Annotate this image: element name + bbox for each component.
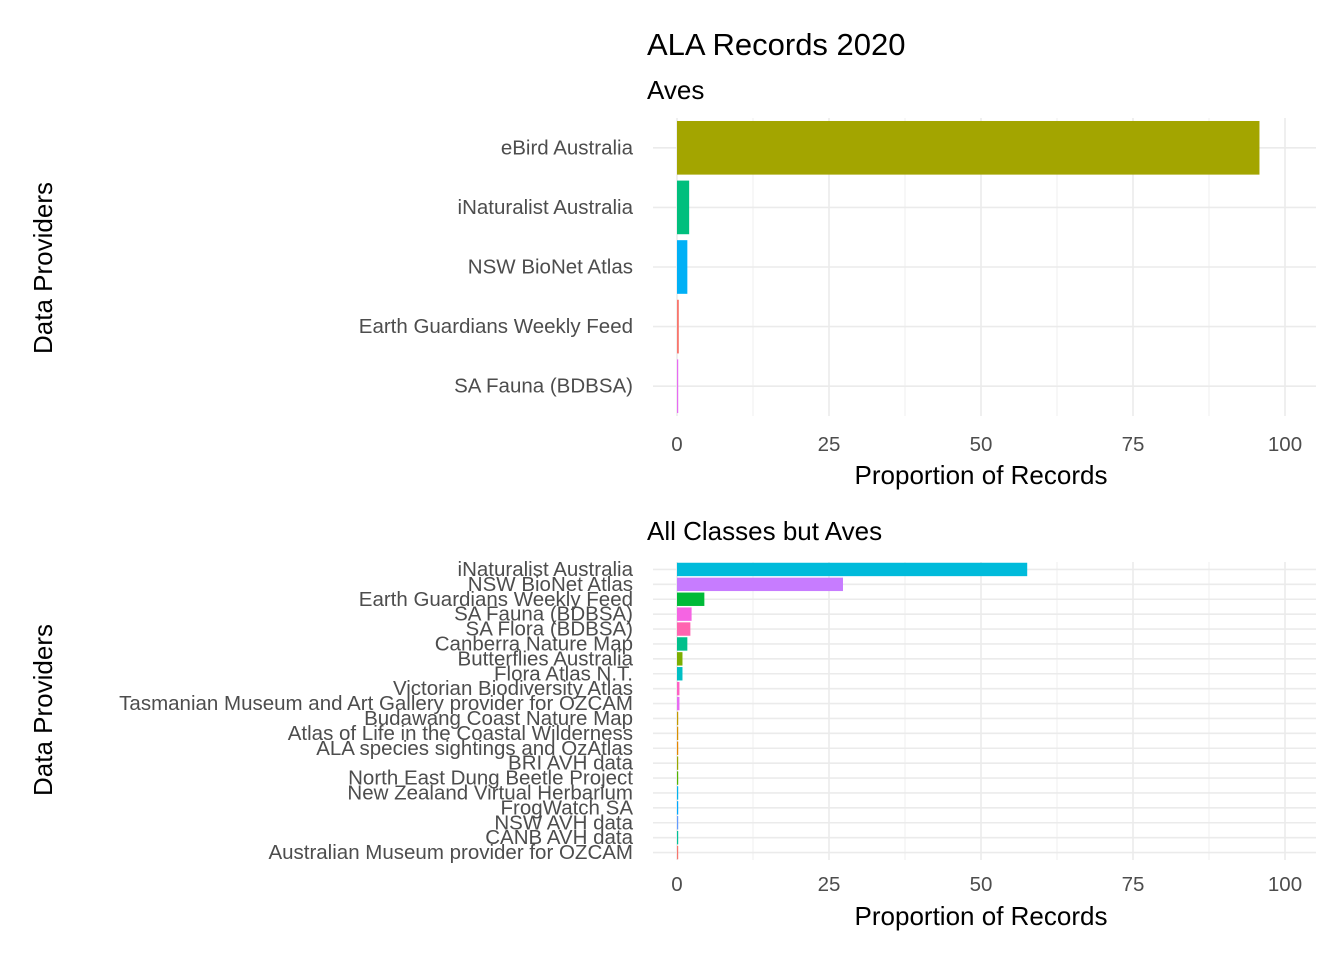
bar xyxy=(677,667,683,681)
bar xyxy=(677,756,679,770)
y-tick-label: SA Fauna (BDBSA) xyxy=(454,603,633,626)
y-tick-label: Victorian Biodiversity Atlas xyxy=(393,677,633,700)
x-tick-label: 100 xyxy=(1268,873,1302,896)
bar xyxy=(677,681,680,696)
x-axis-label: Proportion of Records xyxy=(855,460,1108,490)
y-tick-label: NSW BioNet Atlas xyxy=(468,573,633,596)
x-tick-label: 50 xyxy=(970,433,993,456)
bar xyxy=(677,845,679,860)
x-tick-label: 75 xyxy=(1122,433,1145,456)
bar xyxy=(677,726,679,741)
panel-other-classes: All Classes but Aves iNaturalist Australi… xyxy=(28,516,1316,931)
y-tick-label: Australian Museum provider for OZCAM xyxy=(268,841,633,864)
x-tick-label: 0 xyxy=(671,433,682,456)
y-tick-label: NSW AVH data xyxy=(494,811,633,834)
bar xyxy=(677,801,679,815)
x-tick-label: 25 xyxy=(818,433,841,456)
figure-title: ALA Records 2020 xyxy=(647,27,906,62)
y-tick-label: iNaturalist Australia xyxy=(458,558,634,581)
bar xyxy=(677,607,692,621)
y-tick-label: North East Dung Beetle Project xyxy=(348,767,633,790)
bar xyxy=(677,577,843,592)
bar xyxy=(677,562,1028,577)
y-tick-label: NSW BioNet Atlas xyxy=(468,256,633,279)
gridlines xyxy=(653,562,1316,860)
panel-subtitle: All Classes but Aves xyxy=(647,516,882,546)
y-tick-label: Butterflies Australia xyxy=(458,647,634,670)
x-tick-label: 25 xyxy=(818,873,841,896)
x-tick-label: 100 xyxy=(1268,433,1302,456)
y-tick-label: New Zealand Virtual Herbarium xyxy=(347,781,633,804)
y-tick-label: BRI AVH data xyxy=(508,752,634,775)
x-axis-label: Proportion of Records xyxy=(855,901,1108,931)
y-tick-label: Canberra Nature Map xyxy=(435,632,633,655)
bar xyxy=(677,637,688,651)
x-tick-label: 50 xyxy=(970,873,993,896)
bar xyxy=(677,711,679,726)
bar xyxy=(677,622,691,636)
y-tick-label: CANB AVH data xyxy=(485,826,633,849)
bar xyxy=(677,120,1260,175)
y-tick-label: Atlas of Life in the Coastal Wilderness xyxy=(288,722,633,745)
bar xyxy=(677,696,680,711)
y-tick-label: eBird Australia xyxy=(501,136,634,159)
y-tick-label: FrogWatch SA xyxy=(500,796,633,819)
bar xyxy=(677,359,679,414)
bar xyxy=(677,652,683,666)
bar xyxy=(677,771,679,785)
y-axis-label: Data Providers xyxy=(28,624,58,796)
y-axis-label: Data Providers xyxy=(28,182,58,354)
bar xyxy=(677,786,679,800)
bar xyxy=(677,240,688,294)
bar xyxy=(677,180,690,235)
x-tick-label: 0 xyxy=(671,873,682,896)
panel-aves: Aves eBird Australia iNaturalist Australia… xyxy=(28,75,1316,490)
bar xyxy=(677,299,679,354)
y-tick-label: Flora Atlas N.T. xyxy=(494,662,633,685)
y-tick-label: Budawang Coast Nature Map xyxy=(364,707,633,730)
y-tick-label: SA Flora (BDBSA) xyxy=(466,618,633,641)
panel-subtitle: Aves xyxy=(647,75,704,105)
y-tick-label: Earth Guardians Weekly Feed xyxy=(359,315,633,338)
y-tick-label: Earth Guardians Weekly Feed xyxy=(359,588,633,611)
bar xyxy=(677,741,679,755)
y-tick-label: iNaturalist Australia xyxy=(458,196,634,219)
bar xyxy=(677,816,679,830)
bar xyxy=(677,592,705,606)
y-tick-label: Tasmanian Museum and Art Gallery provide… xyxy=(119,692,633,715)
y-tick-label: SA Fauna (BDBSA) xyxy=(454,375,633,398)
y-tick-label: ALA species sightings and OzAtlas xyxy=(316,737,633,760)
bar xyxy=(677,830,679,845)
x-tick-label: 75 xyxy=(1122,873,1145,896)
